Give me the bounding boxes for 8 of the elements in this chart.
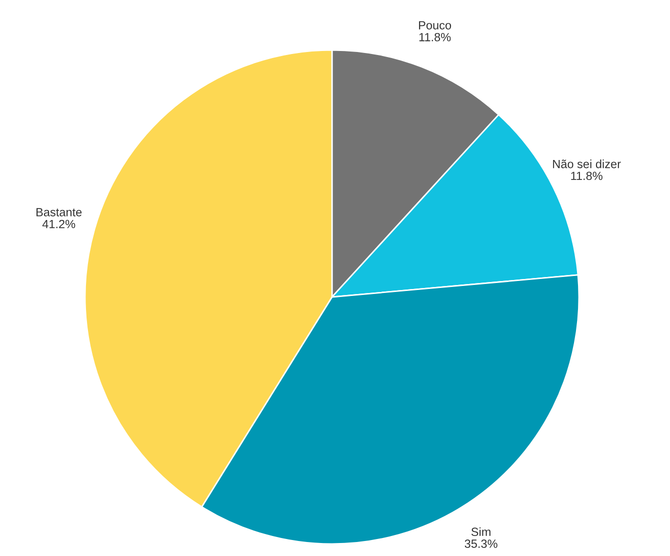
slice-label: Não sei dizer: [553, 160, 621, 168]
data-label: 41.2%: [42, 220, 76, 228]
data-label: 11.8%: [419, 32, 451, 42]
slice-label: Bastante: [36, 208, 82, 216]
data-label: 35.3%: [464, 540, 498, 548]
data-label: 11.8%: [571, 172, 602, 180]
slice-label: Pouco: [419, 21, 452, 30]
slice-label: Sim: [471, 527, 490, 536]
